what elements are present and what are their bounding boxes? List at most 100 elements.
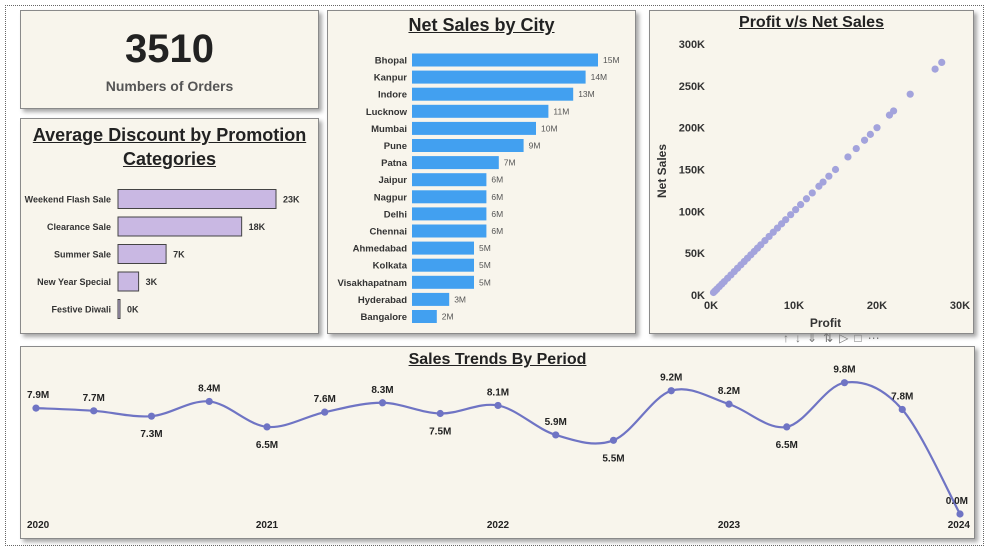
- sales-trend-year-label: 2022: [487, 520, 510, 531]
- scatter-point: [831, 165, 840, 174]
- sales-trend-line-chart: 7.9M 7.7M 7.3M 8.4M 6.5M 7.6M 8.3M 7.5M 8.1M 5.9M…: [27, 365, 970, 531]
- city-bar: [412, 53, 598, 67]
- sales-trend-value-label: 7.9M: [27, 390, 49, 401]
- scatter-point: [852, 144, 860, 153]
- city-category-label: Mumbai: [371, 124, 407, 135]
- city-value-label: 7M: [504, 158, 516, 168]
- city-value-label: 14M: [591, 72, 608, 82]
- city-value-label: 5M: [479, 277, 491, 287]
- scatter-point: [931, 65, 939, 73]
- scatter-chart-panel[interactable]: Profit v/s Net Sales 0K 50K 100K 150K 200K 25…: [649, 10, 974, 334]
- scatter-x-axis-title: Profit: [810, 316, 841, 330]
- orders-kpi-card[interactable]: 3510 Numbers of Orders: [20, 10, 319, 109]
- city-bar: [412, 241, 474, 255]
- scatter-y-tick-label: 300K: [679, 39, 705, 51]
- visual-header-toolbar: ↑↓⇓⇅▷□⋯: [783, 331, 886, 345]
- sales-trend-value-label: 7.7M: [83, 393, 105, 404]
- sales-trend-point: [263, 423, 271, 431]
- city-value-label: 6M: [491, 192, 503, 202]
- scatter-chart-title: Profit v/s Net Sales: [739, 14, 884, 31]
- sales-trend-value-label: 8.4M: [198, 383, 220, 394]
- city-chart-panel[interactable]: Net Sales by City Bhopal 15M Kanpur 14M Indo…: [327, 10, 636, 334]
- more-options-icon[interactable]: ⋯: [867, 331, 886, 345]
- city-category-label: Chennai: [370, 227, 407, 238]
- sales-trend-point: [32, 404, 40, 412]
- sales-trend-point: [552, 431, 560, 439]
- city-bar: [412, 292, 450, 306]
- city-category-label: Bangalore: [361, 312, 407, 323]
- expand-all-icon[interactable]: ⇓: [807, 331, 824, 345]
- scatter-point: [866, 130, 874, 138]
- sales-trend-point: [667, 387, 675, 395]
- sales-trend-year-label: 2023: [718, 520, 741, 531]
- discount-category-label: Summer Sale: [54, 250, 111, 260]
- city-bar: [412, 156, 499, 170]
- sales-trend-point: [436, 409, 444, 418]
- discount-bar: [117, 189, 277, 209]
- city-value-label: 5M: [479, 260, 491, 270]
- discount-bar: [117, 216, 243, 237]
- city-chart-title: Net Sales by City: [408, 15, 555, 35]
- sales-trend-line: [35, 381, 961, 515]
- city-value-label: 10M: [541, 123, 558, 133]
- scatter-point: [808, 189, 816, 197]
- sales-trend-value-label: 0.0M: [946, 496, 968, 507]
- sales-trend-point: [205, 397, 213, 406]
- discount-value-label: 23K: [283, 195, 300, 205]
- city-category-label: Pune: [384, 141, 407, 152]
- scatter-y-tick-label: 100K: [679, 206, 705, 218]
- pin-icon[interactable]: ↑: [783, 331, 795, 345]
- canvas-frame: [5, 5, 984, 546]
- city-value-label: 2M: [442, 312, 454, 322]
- drill-down-icon[interactable]: ↓: [795, 331, 807, 345]
- city-bar: [412, 275, 474, 289]
- sales-trend-point: [609, 436, 618, 444]
- scatter-point: [906, 90, 914, 98]
- scatter-x-tick-label: 10K: [784, 300, 804, 312]
- city-value-label: 6M: [491, 226, 503, 236]
- scatter-x-tick-label: 20K: [867, 300, 887, 312]
- drill-up-icon[interactable]: ⇅: [823, 331, 840, 345]
- scatter-point: [825, 172, 833, 180]
- focus-icon[interactable]: □: [854, 331, 868, 345]
- sales-trend-point: [783, 423, 791, 431]
- sales-trend-value-label: 6.5M: [776, 440, 798, 451]
- sales-trend-year-label: 2021: [256, 520, 279, 531]
- city-value-label: 9M: [529, 141, 541, 151]
- scatter-point: [819, 178, 827, 186]
- city-bar: [412, 121, 536, 135]
- discount-chart-panel[interactable]: Average Discount by Promotion Categories…: [20, 118, 319, 334]
- scatter-point: [890, 107, 898, 115]
- city-bar: [412, 224, 487, 238]
- discount-category-label: New Year Special: [37, 277, 111, 287]
- city-category-label: Ahmedabad: [353, 244, 408, 255]
- city-category-label: Hyderabad: [358, 295, 407, 306]
- filter-icon[interactable]: ▷: [839, 331, 855, 345]
- discount-chart-title-line2: Categories: [122, 149, 217, 169]
- discount-chart-title: Average Discount by Promotion Categories: [21, 123, 318, 171]
- sales-trend-panel[interactable]: Sales Trends By Period 7.9M 7.7M 7.3M 8.4M 6…: [20, 346, 975, 539]
- sales-trend-value-label: 7.3M: [140, 429, 162, 440]
- city-bar: [412, 87, 574, 101]
- city-category-label: Kolkata: [373, 261, 408, 272]
- discount-category-label: Festive Diwali: [51, 305, 111, 315]
- orders-count-label: Numbers of Orders: [105, 78, 234, 94]
- city-category-label: Visakhapatnam: [337, 278, 407, 289]
- scatter-point: [787, 211, 795, 219]
- sales-trend-point: [956, 510, 964, 518]
- sales-trend-year-label: 2020: [27, 520, 50, 531]
- city-value-label: 3M: [454, 294, 466, 304]
- sales-trend-point: [321, 408, 329, 416]
- city-category-label: Jaipur: [378, 175, 407, 186]
- scatter-y-tick-label: 50K: [685, 248, 705, 260]
- city-bar: [412, 173, 487, 187]
- sales-trend-value-label: 7.8M: [891, 391, 913, 402]
- scatter-point: [873, 124, 881, 132]
- sales-trend-point: [898, 405, 906, 414]
- city-category-label: Delhi: [384, 209, 407, 220]
- sales-trend-value-label: 8.1M: [487, 387, 509, 398]
- city-bar: [412, 310, 437, 323]
- profit-sales-scatter: 0K 50K 100K 150K 200K 250K 300K 0K 10K 20K 30K Prof…: [655, 39, 970, 330]
- scatter-x-tick-label: 30K: [950, 300, 970, 312]
- sales-trend-point: [725, 400, 733, 408]
